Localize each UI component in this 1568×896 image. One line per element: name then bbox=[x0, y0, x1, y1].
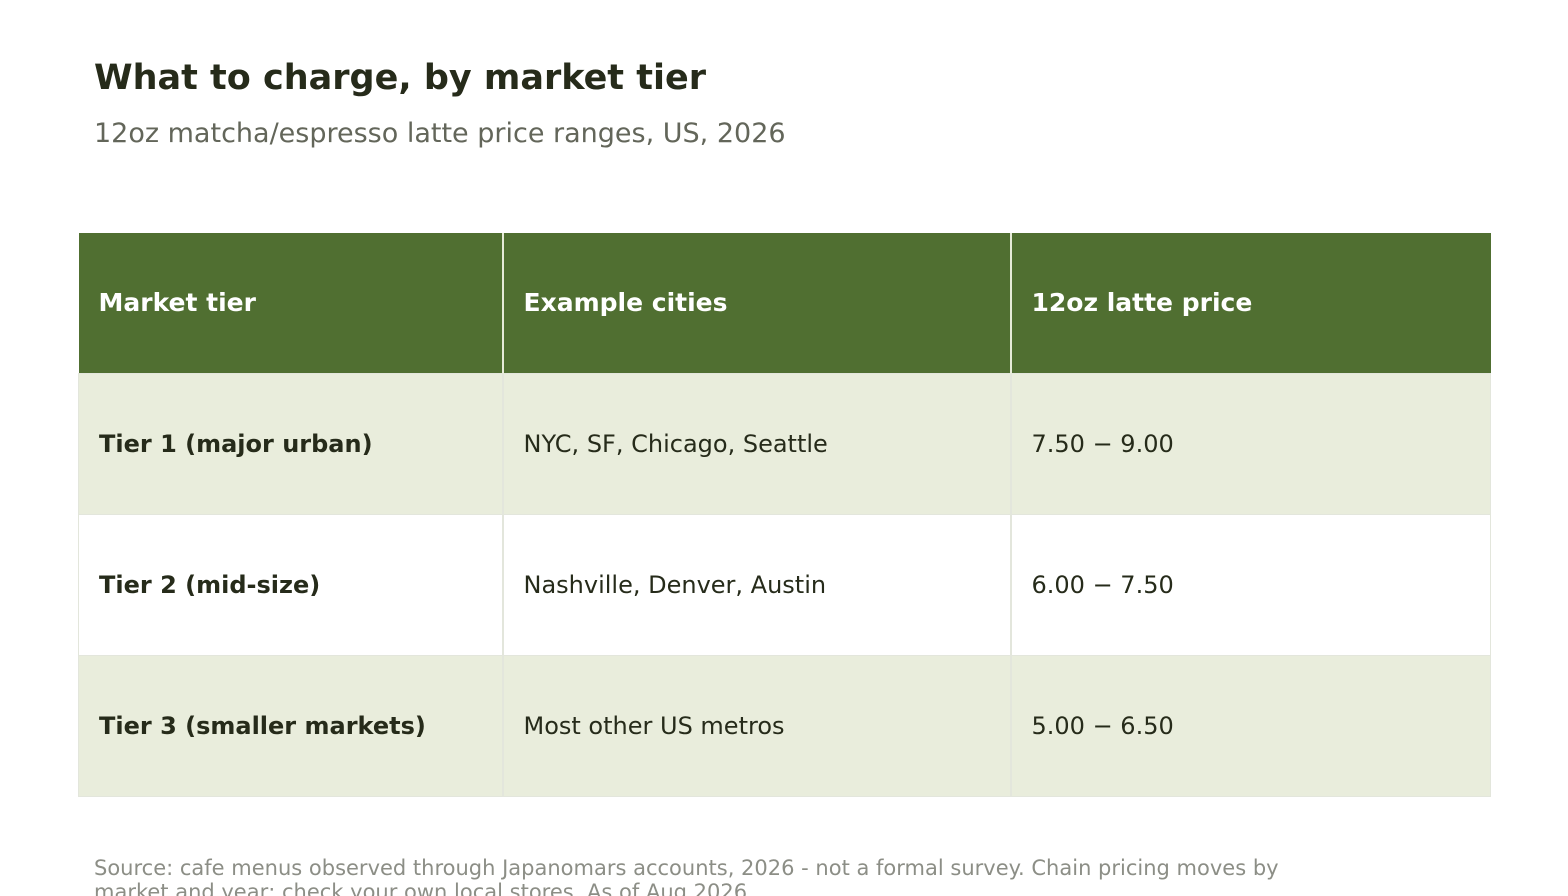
tier-cell: Tier 1 (major urban) bbox=[78, 372, 503, 515]
column-header-market-tier: Market tier bbox=[78, 233, 503, 373]
pricing-table: Market tier Example cities 12oz latte pr… bbox=[78, 233, 1491, 797]
table-header-row: Market tier Example cities 12oz latte pr… bbox=[78, 233, 1491, 373]
column-header-example-cities: Example cities bbox=[501, 233, 1011, 373]
table-row: Tier 1 (major urban) NYC, SF, Chicago, S… bbox=[78, 372, 1491, 515]
page-subtitle: 12oz matcha/espresso latte price ranges,… bbox=[94, 118, 786, 149]
page-title: What to charge, by market tier bbox=[94, 58, 706, 98]
cities-cell: Most other US metros bbox=[501, 654, 1011, 797]
tier-cell: Tier 3 (smaller markets) bbox=[78, 654, 503, 797]
cities-cell: NYC, SF, Chicago, Seattle bbox=[501, 372, 1011, 515]
price-cell: 5.00 − 6.50 bbox=[1009, 654, 1491, 797]
price-cell: 7.50 − 9.00 bbox=[1009, 372, 1491, 515]
table-row: Tier 2 (mid-size) Nashville, Denver, Aus… bbox=[78, 513, 1491, 656]
source-note: Source: cafe menus observed through Japa… bbox=[94, 856, 1279, 896]
column-header-latte-price: 12oz latte price bbox=[1009, 233, 1491, 373]
price-cell: 6.00 − 7.50 bbox=[1009, 513, 1491, 656]
cities-cell: Nashville, Denver, Austin bbox=[501, 513, 1011, 656]
table-row: Tier 3 (smaller markets) Most other US m… bbox=[78, 654, 1491, 797]
tier-cell: Tier 2 (mid-size) bbox=[78, 513, 503, 656]
